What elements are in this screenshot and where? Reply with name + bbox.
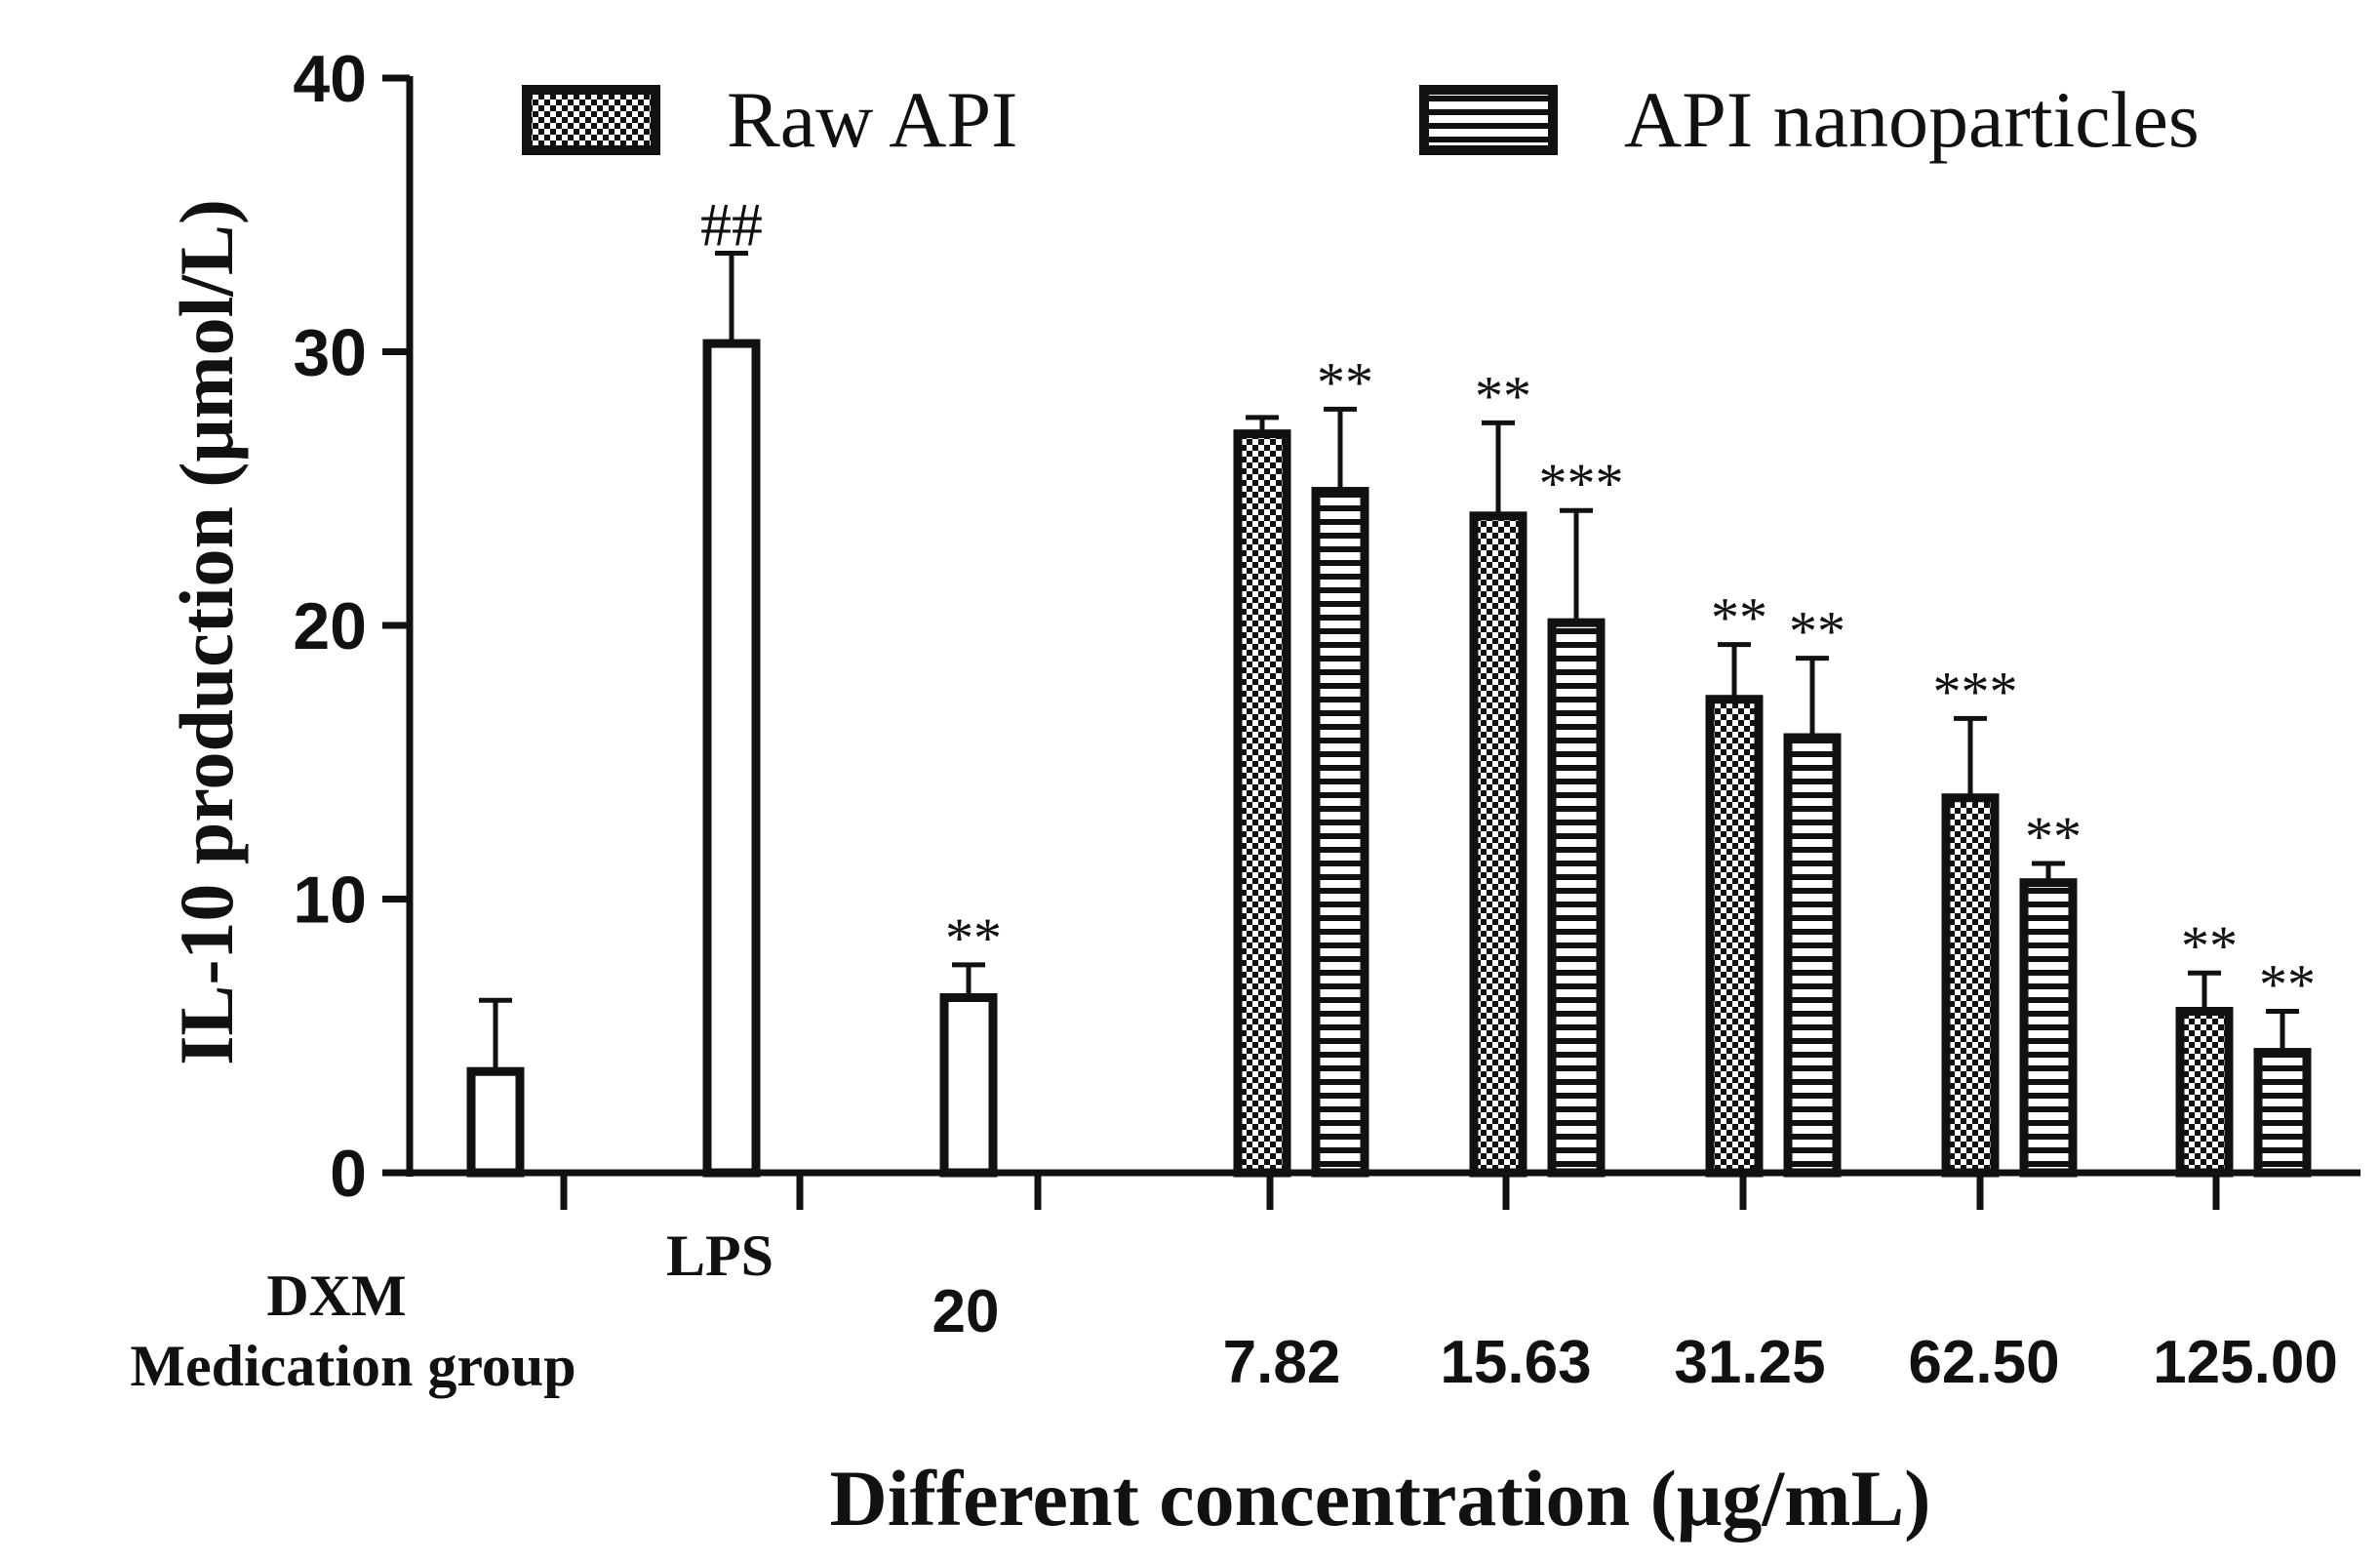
significance-stars: **	[1789, 600, 1845, 663]
bar	[2253, 1048, 2312, 1178]
control-bar-group: ##	[700, 190, 763, 1178]
control-bar-group	[466, 997, 525, 1178]
significance-stars: **	[1317, 350, 1373, 414]
x-axis-title: Different concentration (μg/mL)	[830, 1454, 1931, 1543]
legend-label: API nanoparticles	[1624, 75, 2200, 164]
bars: ##**** ******* ***********	[466, 190, 2316, 1178]
significance-stars: **	[1711, 586, 1767, 650]
significance-stars: **	[2025, 805, 2082, 868]
y-tick-label: 20	[293, 589, 367, 663]
control-bar-group: **	[939, 906, 1002, 1178]
y-tick-label: 40	[293, 42, 367, 116]
significance-stars: ***	[1539, 452, 1624, 515]
x-tick-label: 125.00	[2153, 1329, 2338, 1396]
significance-hash: ##	[700, 190, 763, 260]
significance-stars: **	[1475, 364, 1531, 427]
bar	[1547, 618, 1606, 1178]
legend-swatch	[1419, 85, 1558, 155]
series-bar-group: **	[2175, 914, 2238, 1178]
y-axis: 0 10 20 30 40	[293, 42, 414, 1211]
bar	[702, 339, 761, 1178]
x-tick-label: Medication group	[130, 1334, 575, 1398]
x-tick-label: 15.63	[1440, 1329, 1591, 1396]
significance-stars: **	[2259, 953, 2316, 1017]
series-bar-group: **	[1705, 586, 1767, 1178]
y-axis-title: IL-10 production (μmol/L)	[164, 199, 249, 1065]
x-tick-label: DXM	[266, 1263, 406, 1328]
bar	[1783, 733, 1842, 1178]
bar	[1705, 695, 1764, 1178]
bar	[939, 992, 998, 1178]
series-bar-group	[1233, 415, 1291, 1178]
legend-entry: Raw API	[522, 75, 1017, 164]
x-tick-label: 31.25	[1674, 1329, 1825, 1396]
y-tick-label: 30	[293, 316, 367, 390]
bar	[2019, 878, 2078, 1178]
bar	[1469, 511, 1527, 1178]
bar	[1233, 429, 1291, 1178]
significance-stars: **	[2181, 914, 2238, 978]
bar	[1311, 487, 1369, 1178]
series-bar-group: **	[1783, 600, 1845, 1178]
y-tick-label: 10	[293, 863, 367, 938]
x-tick-label: 20	[932, 1278, 1000, 1345]
series-bar-group: **	[2253, 953, 2316, 1178]
legend: Raw API API nanoparticles	[522, 75, 2200, 164]
bar	[2175, 1007, 2234, 1178]
significance-stars: **	[945, 906, 1002, 970]
series-bar-group: ***	[1933, 660, 2018, 1178]
x-tick-label: 7.82	[1223, 1329, 1341, 1396]
bar	[466, 1066, 525, 1178]
x-tick-label: LPS	[666, 1223, 774, 1288]
series-bar-group: **	[2019, 805, 2082, 1178]
series-bar-group: **	[1311, 350, 1373, 1178]
x-tick-label: 62.50	[1908, 1329, 2059, 1396]
significance-stars: ***	[1933, 660, 2018, 723]
legend-entry: API nanoparticles	[1419, 75, 2200, 164]
legend-label: Raw API	[727, 75, 1017, 164]
series-bar-group: ***	[1539, 452, 1624, 1178]
y-tick-label: 0	[330, 1137, 367, 1211]
series-bar-group: **	[1469, 364, 1531, 1178]
legend-swatch	[522, 85, 660, 155]
bar	[1941, 793, 2000, 1178]
